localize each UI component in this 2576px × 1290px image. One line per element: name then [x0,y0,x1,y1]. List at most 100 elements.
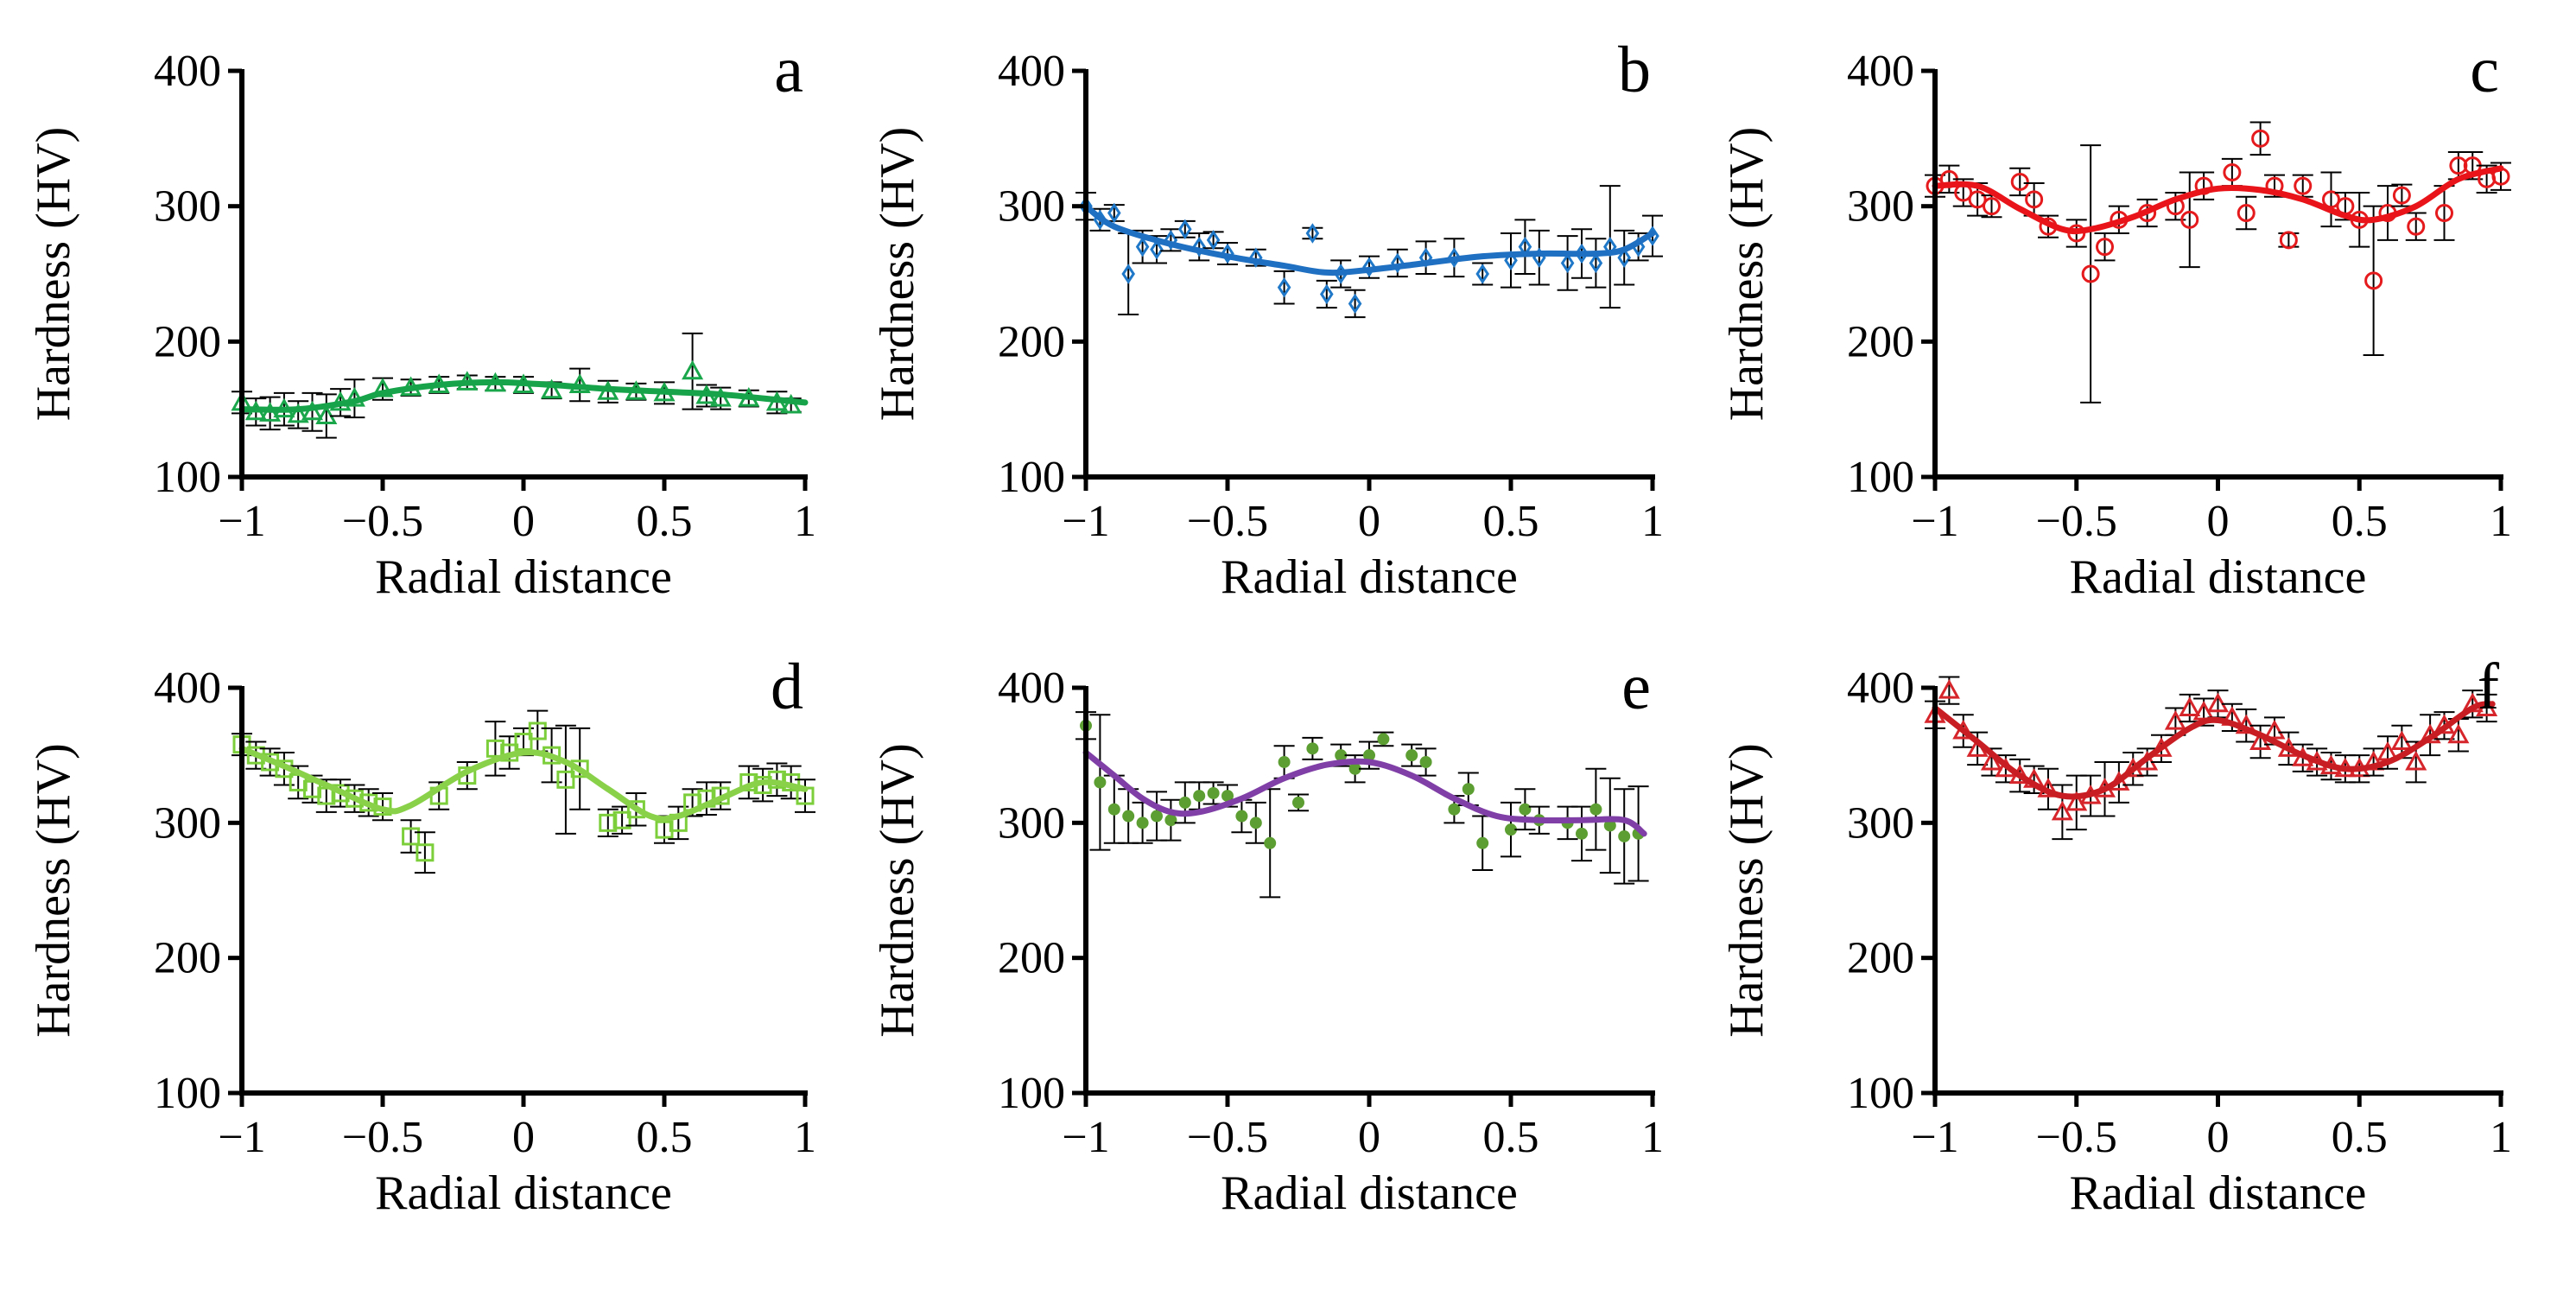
panel-b-point-16 [1348,293,1362,315]
panel-e-xtick-3: 0.5 [1483,1113,1539,1162]
panel-d-errorbar-20 [555,724,576,835]
panel-e-xtick-2: 0 [1358,1113,1380,1162]
panel-f-fit-curve [1932,701,2496,800]
panel-c-point-25 [2364,271,2383,290]
panel-a-point-20 [682,359,704,380]
panel-e-point-11 [1235,810,1248,823]
panel-a-letter: a [774,34,803,106]
panel-d-xtick-1: −0.5 [342,1113,423,1162]
panel-f-point-34 [2405,750,2427,771]
panel-f-ytick-0: 100 [1847,1069,1914,1118]
panel-c-errorbar-18 [2249,121,2271,156]
panel-b-ytick-1: 200 [998,317,1065,366]
panel-e-point-23 [1448,803,1461,816]
panel-c-point-20 [2279,231,2298,250]
panel-c-errorbar-17 [2236,195,2257,231]
panel-d-xtick-4: 1 [794,1113,816,1162]
panel-b-errorbar-24 [1528,229,1550,286]
panel-b-point-12 [1277,276,1291,298]
panel-c-point-3 [1968,190,1987,209]
panel-c-point-27 [2392,186,2411,205]
panel-b-xtick-0: −1 [1062,497,1109,546]
panel-f-point-4 [1980,750,2003,771]
panel-e-ytick-1: 200 [998,934,1065,983]
panel-c-xtick-0: −1 [1911,497,1958,546]
panel-c-xtick-1: −0.5 [2036,497,2117,546]
panel-b-point-17 [1362,257,1376,277]
panel-c-point-6 [2025,190,2044,209]
panel-c-point-10 [2096,238,2114,257]
panel-d-ytick-1: 200 [154,934,221,983]
panel-f-points [1924,676,2498,841]
panel-b-point-2 [1107,202,1121,224]
panel-d-errorbar-12 [414,831,435,874]
panel-d-ylabel: Hardness (HV) [27,743,80,1038]
panel-e-point-16 [1306,742,1319,755]
panel-e-ylabel: Hardness (HV) [871,743,924,1038]
panel-d-point-22 [599,813,618,832]
panel-e-xtick-4: 1 [1641,1113,1664,1162]
panel-a: 100 200 300 400 −1 −0.5 0 0.5 1 Radial distance Ha… [27,34,816,604]
panel-b-point-14 [1319,283,1334,305]
panel-b-errorbar-12 [1273,270,1295,305]
panel-d-points [232,709,815,874]
panel-b-point-7 [1177,219,1192,240]
panel-b-point-6 [1164,230,1178,251]
panel-e-xtick-1: −0.5 [1187,1113,1268,1162]
panel-e-point-25 [1476,836,1489,849]
panel-e-point-7 [1178,796,1191,809]
panel-c-xlabel: Radial distance [2070,550,2367,604]
panel-b-errorbar-13 [1302,226,1323,240]
panel-c-point-30 [2449,156,2468,175]
panel-d-point-20 [556,770,575,789]
panel-b: 100 200 300 400 −1 −0.5 0 0.5 1 Radial distance Ha… [871,34,1664,604]
panel-b-ylabel: Hardness (HV) [871,127,924,422]
panel-b-ytick-0: 100 [998,453,1065,502]
panel-b-errorbar-29 [1614,229,1635,286]
panel-a-xtick-3: 0.5 [637,497,693,546]
panel-e-fit-curve [1082,749,1647,837]
panel-a-ytick-3: 400 [154,47,221,96]
panel-f-xtick-4: 1 [2490,1113,2512,1162]
panel-e-point-19 [1363,749,1375,762]
panel-a-point-4 [287,403,309,423]
panel-e-point-33 [1618,829,1631,842]
panel-b-letter: b [1618,34,1651,106]
panel-e-point-30 [1576,827,1588,840]
panel-f-xtick-3: 0.5 [2332,1113,2388,1162]
panel-d-errorbar-15 [485,721,506,777]
panel-c-point-14 [2180,210,2199,229]
panel-c-ytick-1: 200 [1847,317,1914,366]
panel-b-point-9 [1206,230,1221,251]
panel-e-point-15 [1292,796,1304,809]
panel-a-ytick-2: 300 [154,182,221,232]
panel-d-point-15 [485,739,504,758]
panel-e-xlabel: Radial distance [1221,1166,1518,1220]
panel-c-errorbar-26 [2377,185,2398,241]
panel-f: 100 200 300 400 −1 −0.5 0 0.5 1 Radial distance Ha… [1720,651,2512,1220]
panel-a-ytick-1: 200 [154,317,221,366]
panel-c-ytick-0: 100 [1847,453,1914,502]
panel-f-xtick-0: −1 [1911,1113,1958,1162]
panel-c-point-16 [2223,163,2242,181]
panel-e-point-13 [1264,836,1277,849]
panel-d-letter: d [771,651,803,723]
panel-b-errorbar-19 [1415,240,1437,275]
panel-b-ytick-2: 300 [998,182,1065,232]
panel-e-point-21 [1405,749,1418,762]
panel-c-letter: c [2470,34,2499,106]
panel-b-errorbar-3 [1118,232,1139,315]
panel-e-point-18 [1348,762,1361,775]
panel-a-fit-curve [238,378,809,413]
panel-c-point-5 [2010,172,2029,191]
panel-d: 100 200 300 400 −1 −0.5 0 0.5 1 Radial distance Ha… [27,651,816,1220]
panel-e-ytick-0: 100 [998,1069,1065,1118]
panel-b-point-21 [1475,264,1490,284]
panel-b-point-20 [1447,247,1462,268]
panel-d-errorbar-30 [738,765,759,800]
panel-e-ytick-2: 300 [998,798,1065,848]
panel-b-fit-curve [1082,203,1656,276]
panel-e: 100 200 300 400 −1 −0.5 0 0.5 1 Radial distance Ha… [871,651,1664,1220]
panel-b-xtick-1: −0.5 [1187,497,1268,546]
panel-b-point-10 [1221,243,1234,264]
